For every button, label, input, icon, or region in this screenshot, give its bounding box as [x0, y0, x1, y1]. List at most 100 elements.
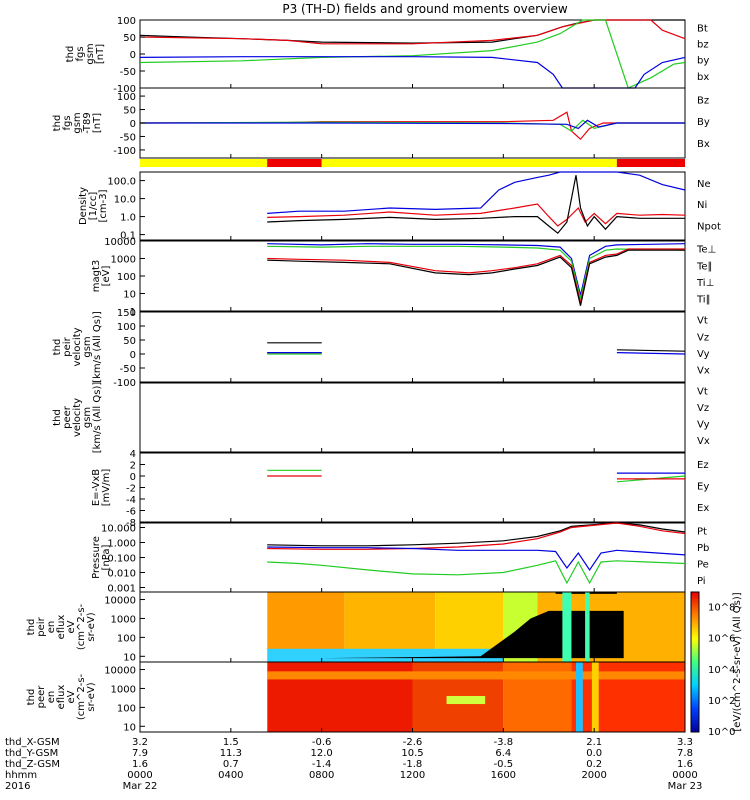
y-axis-label: thd	[52, 409, 63, 426]
y-tick-label: 10.000	[101, 524, 136, 535]
panel-frame	[139, 19, 686, 89]
spectrogram-band	[576, 662, 583, 732]
legend-Bt: Bt	[697, 23, 708, 34]
series-line-Bx	[140, 119, 685, 130]
series-line-Te∥	[267, 249, 685, 306]
series-line-Bt	[139, 19, 685, 44]
y-tick-label: 10	[123, 722, 136, 733]
legend-Vy: Vy	[697, 419, 710, 430]
series-line-Ni	[267, 175, 685, 235]
colorbar-tick: 10^8	[708, 603, 735, 614]
y-axis-label: [mV/m]	[101, 469, 112, 507]
y-tick-label: 0.001	[107, 583, 136, 594]
panel-peer_velocity: thd peer velocity gsm [km/s (All Qs)] Vt Vz Vy V…	[52, 382, 710, 454]
y-axis-label: peer	[62, 405, 73, 429]
spectrogram-gap	[140, 662, 268, 732]
panel-pressure: 10.000 1.000 0.100 0.010 0.001 Pressure [nPa] P…	[91, 522, 709, 594]
series-line-Vx	[616, 352, 686, 355]
y-tick-label: 0	[130, 119, 136, 130]
panel-temperature: 10000 1000 100 10 1 magt3 [eV] Te⊥ Te∥ Ti⊥ Ti∥	[91, 237, 716, 318]
legend-Vz: Vz	[697, 403, 709, 414]
panel-peir_spectrogram: 10000 1000 100 10 thd peir en eflux eV (cm^2-s-sr…	[26, 591, 686, 663]
spectrogram-band	[446, 695, 486, 705]
legend-Ez: Ez	[697, 460, 709, 471]
y-axis-label: eV	[66, 620, 77, 633]
y-axis-label: velocity	[72, 398, 83, 437]
x-row-label: thd_Z-GSM	[5, 759, 60, 770]
legend-Ey: Ey	[697, 482, 709, 493]
year-label: 2016	[5, 781, 30, 792]
y-axis-label: fgs	[75, 46, 86, 61]
y-axis-label: [eV]	[101, 266, 112, 287]
y-axis-label: thd	[26, 689, 37, 706]
x-row-value: 11.3	[220, 748, 242, 759]
colorbar-tick: 10^4	[708, 665, 735, 676]
legend-Pe: Pe	[697, 559, 709, 570]
x-row-value: 2.1	[586, 737, 602, 748]
legend-Vx: Vx	[697, 366, 710, 377]
y-tick-label: -100	[113, 378, 136, 389]
y-axis-label: fgs	[62, 115, 73, 130]
legend-Ni: Ni	[697, 200, 707, 211]
spectrogram-band	[585, 592, 590, 662]
panel-fgs_nT: 100 50 0 -50 -100 thd fgs gsm [nT] Bt bz by bx	[65, 16, 709, 95]
legend-By: By	[697, 117, 710, 128]
y-tick-label: 4	[130, 449, 136, 460]
legend-Npot: Npot	[697, 221, 721, 232]
y-axis-label: peir	[62, 336, 73, 356]
y-tick-label: 0	[130, 350, 136, 361]
y-tick-label: 100	[117, 322, 136, 333]
y-tick-label: 0.010	[107, 568, 136, 579]
panel-fgs_dtrend: 100 50 0 -50 -100 thd fgs gsm -T89 [nT] Bz By Bx	[52, 87, 710, 159]
y-tick-label: 10	[123, 290, 136, 301]
y-axis-label: sr-eV)	[86, 682, 97, 711]
panel-frame	[139, 452, 686, 523]
y-axis-label: eV	[66, 690, 77, 703]
legend-Pb: Pb	[697, 543, 709, 554]
colorbar-tick: 10^2	[708, 696, 735, 707]
y-tick-label: 10.0	[114, 195, 136, 206]
y-tick-label: 1.000	[107, 539, 136, 550]
y-tick-label: -2	[126, 484, 136, 495]
y-tick-label: 100	[117, 633, 136, 644]
x-row-value: -3.8	[494, 737, 514, 748]
series-line-Pi	[267, 546, 686, 571]
y-tick-label: -50	[120, 364, 136, 375]
x-row-value: -0.5	[494, 759, 514, 770]
legend-Vz: Vz	[697, 332, 709, 343]
series-line-Pt	[267, 522, 686, 547]
y-axis-label: velocity	[72, 327, 83, 366]
x-row-value: 6.4	[495, 748, 511, 759]
y-tick-label: -50	[120, 67, 136, 78]
colorbar-tick: 10^6	[708, 634, 735, 645]
legend-Te⊥: Te⊥	[696, 245, 716, 256]
x-row-value: 0800	[309, 770, 334, 781]
x-row-value: 1200	[400, 770, 425, 781]
y-axis-label: [nT]	[92, 113, 103, 133]
y-tick-label: 0	[130, 472, 136, 483]
y-axis-label: gsm	[82, 407, 93, 428]
x-row-value: 7.9	[132, 748, 148, 759]
y-tick-label: 10000	[104, 596, 136, 607]
y-axis-label: [km/s (All Qs)]	[92, 311, 103, 383]
mode-bar-segment	[616, 159, 685, 167]
spectrogram-band	[321, 610, 624, 659]
y-tick-label: 50	[123, 336, 136, 347]
x-row-label: thd_Y-GSM	[5, 748, 58, 759]
y-tick-label: -50	[120, 132, 136, 143]
y-axis-label: Density	[78, 187, 89, 225]
y-tick-label: 1	[130, 307, 136, 318]
x-row-value: 0.7	[223, 759, 239, 770]
series-line-Npot	[267, 171, 686, 214]
x-row-value: 3.2	[132, 737, 148, 748]
y-axis-label: en	[46, 621, 57, 634]
y-axis-label: en	[46, 691, 57, 704]
y-tick-label: 0.100	[107, 554, 136, 565]
panel-efield: 420-2-4-6-8 E=-VxB [mV/m] Ez Ey Ex	[91, 449, 709, 529]
start-date: Mar 22	[123, 781, 158, 792]
x-row-value: -1.8	[403, 759, 423, 770]
y-tick-label: 0.1	[120, 231, 136, 242]
y-tick-label: 10	[123, 652, 136, 663]
